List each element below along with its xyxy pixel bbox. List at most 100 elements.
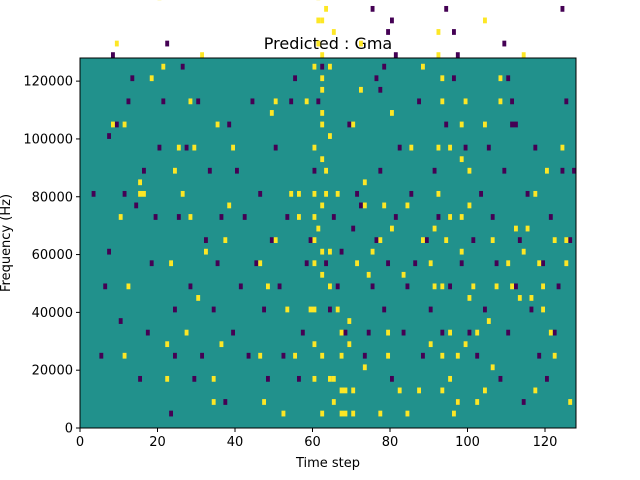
heatmap-cell-low — [560, 5, 565, 12]
heatmap-cell-high — [320, 352, 325, 359]
heatmap-cell-low — [324, 260, 329, 267]
heatmap-cell-high — [328, 133, 332, 139]
heatmap-cell-high — [448, 214, 453, 220]
heatmap-cell-low — [355, 190, 360, 197]
heatmap-cell-high — [122, 352, 127, 359]
heatmap-cell-high — [355, 260, 360, 267]
heatmap-cell-low — [138, 375, 143, 382]
heatmap-cell-high — [467, 202, 472, 209]
heatmap-cell-high — [436, 52, 441, 58]
heatmap-cell-high — [343, 387, 348, 394]
heatmap-cell-high — [448, 329, 453, 336]
heatmap-cell-high — [312, 190, 317, 197]
heatmap-cell-high — [339, 329, 344, 336]
heatmap-cell-low — [374, 237, 379, 243]
heatmap-cell-high — [262, 399, 267, 405]
heatmap-cell-low — [107, 133, 112, 139]
heatmap-cell-low — [455, 52, 460, 58]
x-axis-label: Time step — [295, 456, 360, 471]
x-tick-label: 60 — [304, 435, 321, 450]
heatmap-cell-high — [444, 237, 449, 243]
heatmap-cell-high — [176, 144, 181, 151]
heatmap-cell-low — [452, 75, 456, 82]
heatmap-cell-low — [382, 63, 387, 70]
heatmap-cell-high — [405, 410, 410, 417]
heatmap-cell-high — [293, 352, 298, 359]
heatmap-cell-high — [428, 260, 433, 267]
heatmap-cell-high — [211, 399, 216, 405]
heatmap-cell-high — [390, 225, 394, 232]
heatmap-cell-low — [142, 167, 146, 174]
y-tick-label: 20000 — [32, 364, 73, 379]
heatmap-cell-high — [351, 410, 356, 417]
heatmap-cell-high — [339, 352, 344, 359]
heatmap-cell-low — [122, 190, 127, 197]
heatmap-cell-low — [176, 214, 181, 220]
heatmap-cell-high — [421, 63, 425, 70]
heatmap-cell-high — [188, 98, 193, 105]
heatmap-cell-high — [382, 202, 387, 209]
heatmap-cell-high — [475, 399, 480, 405]
heatmap-cell-low — [486, 144, 491, 151]
heatmap-cell-low — [444, 5, 449, 12]
heatmap-cell-high — [552, 352, 557, 359]
heatmap-cell-high — [359, 86, 363, 93]
heatmap-cell-high — [165, 341, 170, 348]
heatmap-cell-low — [514, 121, 518, 128]
heatmap-cell-low — [568, 237, 573, 243]
heatmap-cell-low — [258, 190, 263, 197]
heatmap-cell-low — [130, 75, 135, 82]
heatmap-cell-low — [413, 260, 418, 267]
heatmap-cell-low — [424, 237, 429, 243]
heatmap-cell-low — [227, 121, 232, 128]
heatmap-cell-low — [145, 329, 150, 336]
heatmap-cell-high — [483, 17, 487, 24]
heatmap-cell-high — [308, 306, 313, 313]
heatmap-cell-high — [362, 202, 367, 209]
heatmap-cell-high — [320, 86, 325, 93]
heatmap-cell-low — [490, 214, 495, 220]
heatmap-cell-low — [366, 329, 371, 336]
heatmap-cell-high — [297, 190, 301, 197]
heatmap-cell-high — [142, 190, 146, 197]
heatmap-cell-low — [262, 306, 267, 313]
heatmap-cell-high — [180, 190, 185, 197]
heatmap-cell-low — [293, 75, 298, 82]
heatmap-cell-high — [436, 190, 441, 197]
heatmap-cell-low — [157, 144, 162, 151]
heatmap-cell-high — [498, 75, 503, 82]
heatmap-cell-low — [498, 375, 503, 382]
heatmap-cell-high — [273, 237, 278, 243]
heatmap-cell-low — [471, 237, 476, 243]
x-tick-label: 0 — [76, 435, 84, 450]
heatmap-cell-high — [320, 202, 325, 209]
heatmap-cell-low — [502, 167, 507, 174]
heatmap-cell-low — [347, 121, 352, 128]
heatmap-cell-high — [452, 410, 456, 417]
heatmap-cell-low — [235, 167, 239, 174]
heatmap-cell-high — [467, 295, 472, 301]
heatmap-cell-high — [448, 375, 453, 382]
heatmap-cell-low — [393, 214, 398, 220]
heatmap-cell-high — [320, 17, 325, 24]
heatmap-cell-low — [231, 329, 236, 336]
heatmap-cell-high — [471, 283, 476, 290]
heatmap-cell-low — [312, 167, 317, 174]
heatmap-cell-low — [103, 283, 108, 290]
heatmap-cell-high — [525, 225, 530, 232]
heatmap-cell-low — [99, 352, 104, 359]
heatmap-cell-high — [188, 214, 193, 220]
heatmap-cell-high — [331, 375, 336, 382]
heatmap-cell-low — [343, 329, 348, 336]
heatmap-cell-high — [223, 237, 228, 243]
heatmap-cell-high — [273, 98, 278, 105]
heatmap-cell-low — [281, 352, 286, 359]
heatmap-cell-high — [192, 144, 197, 151]
heatmap-cell-low — [118, 318, 123, 324]
heatmap-cell-high — [401, 271, 406, 278]
heatmap-cell-high — [386, 352, 391, 359]
heatmap-cell-high — [362, 179, 367, 186]
heatmap-cell-high — [440, 283, 445, 290]
heatmap-cell-high — [138, 179, 143, 186]
heatmap-cell-high — [335, 190, 340, 197]
